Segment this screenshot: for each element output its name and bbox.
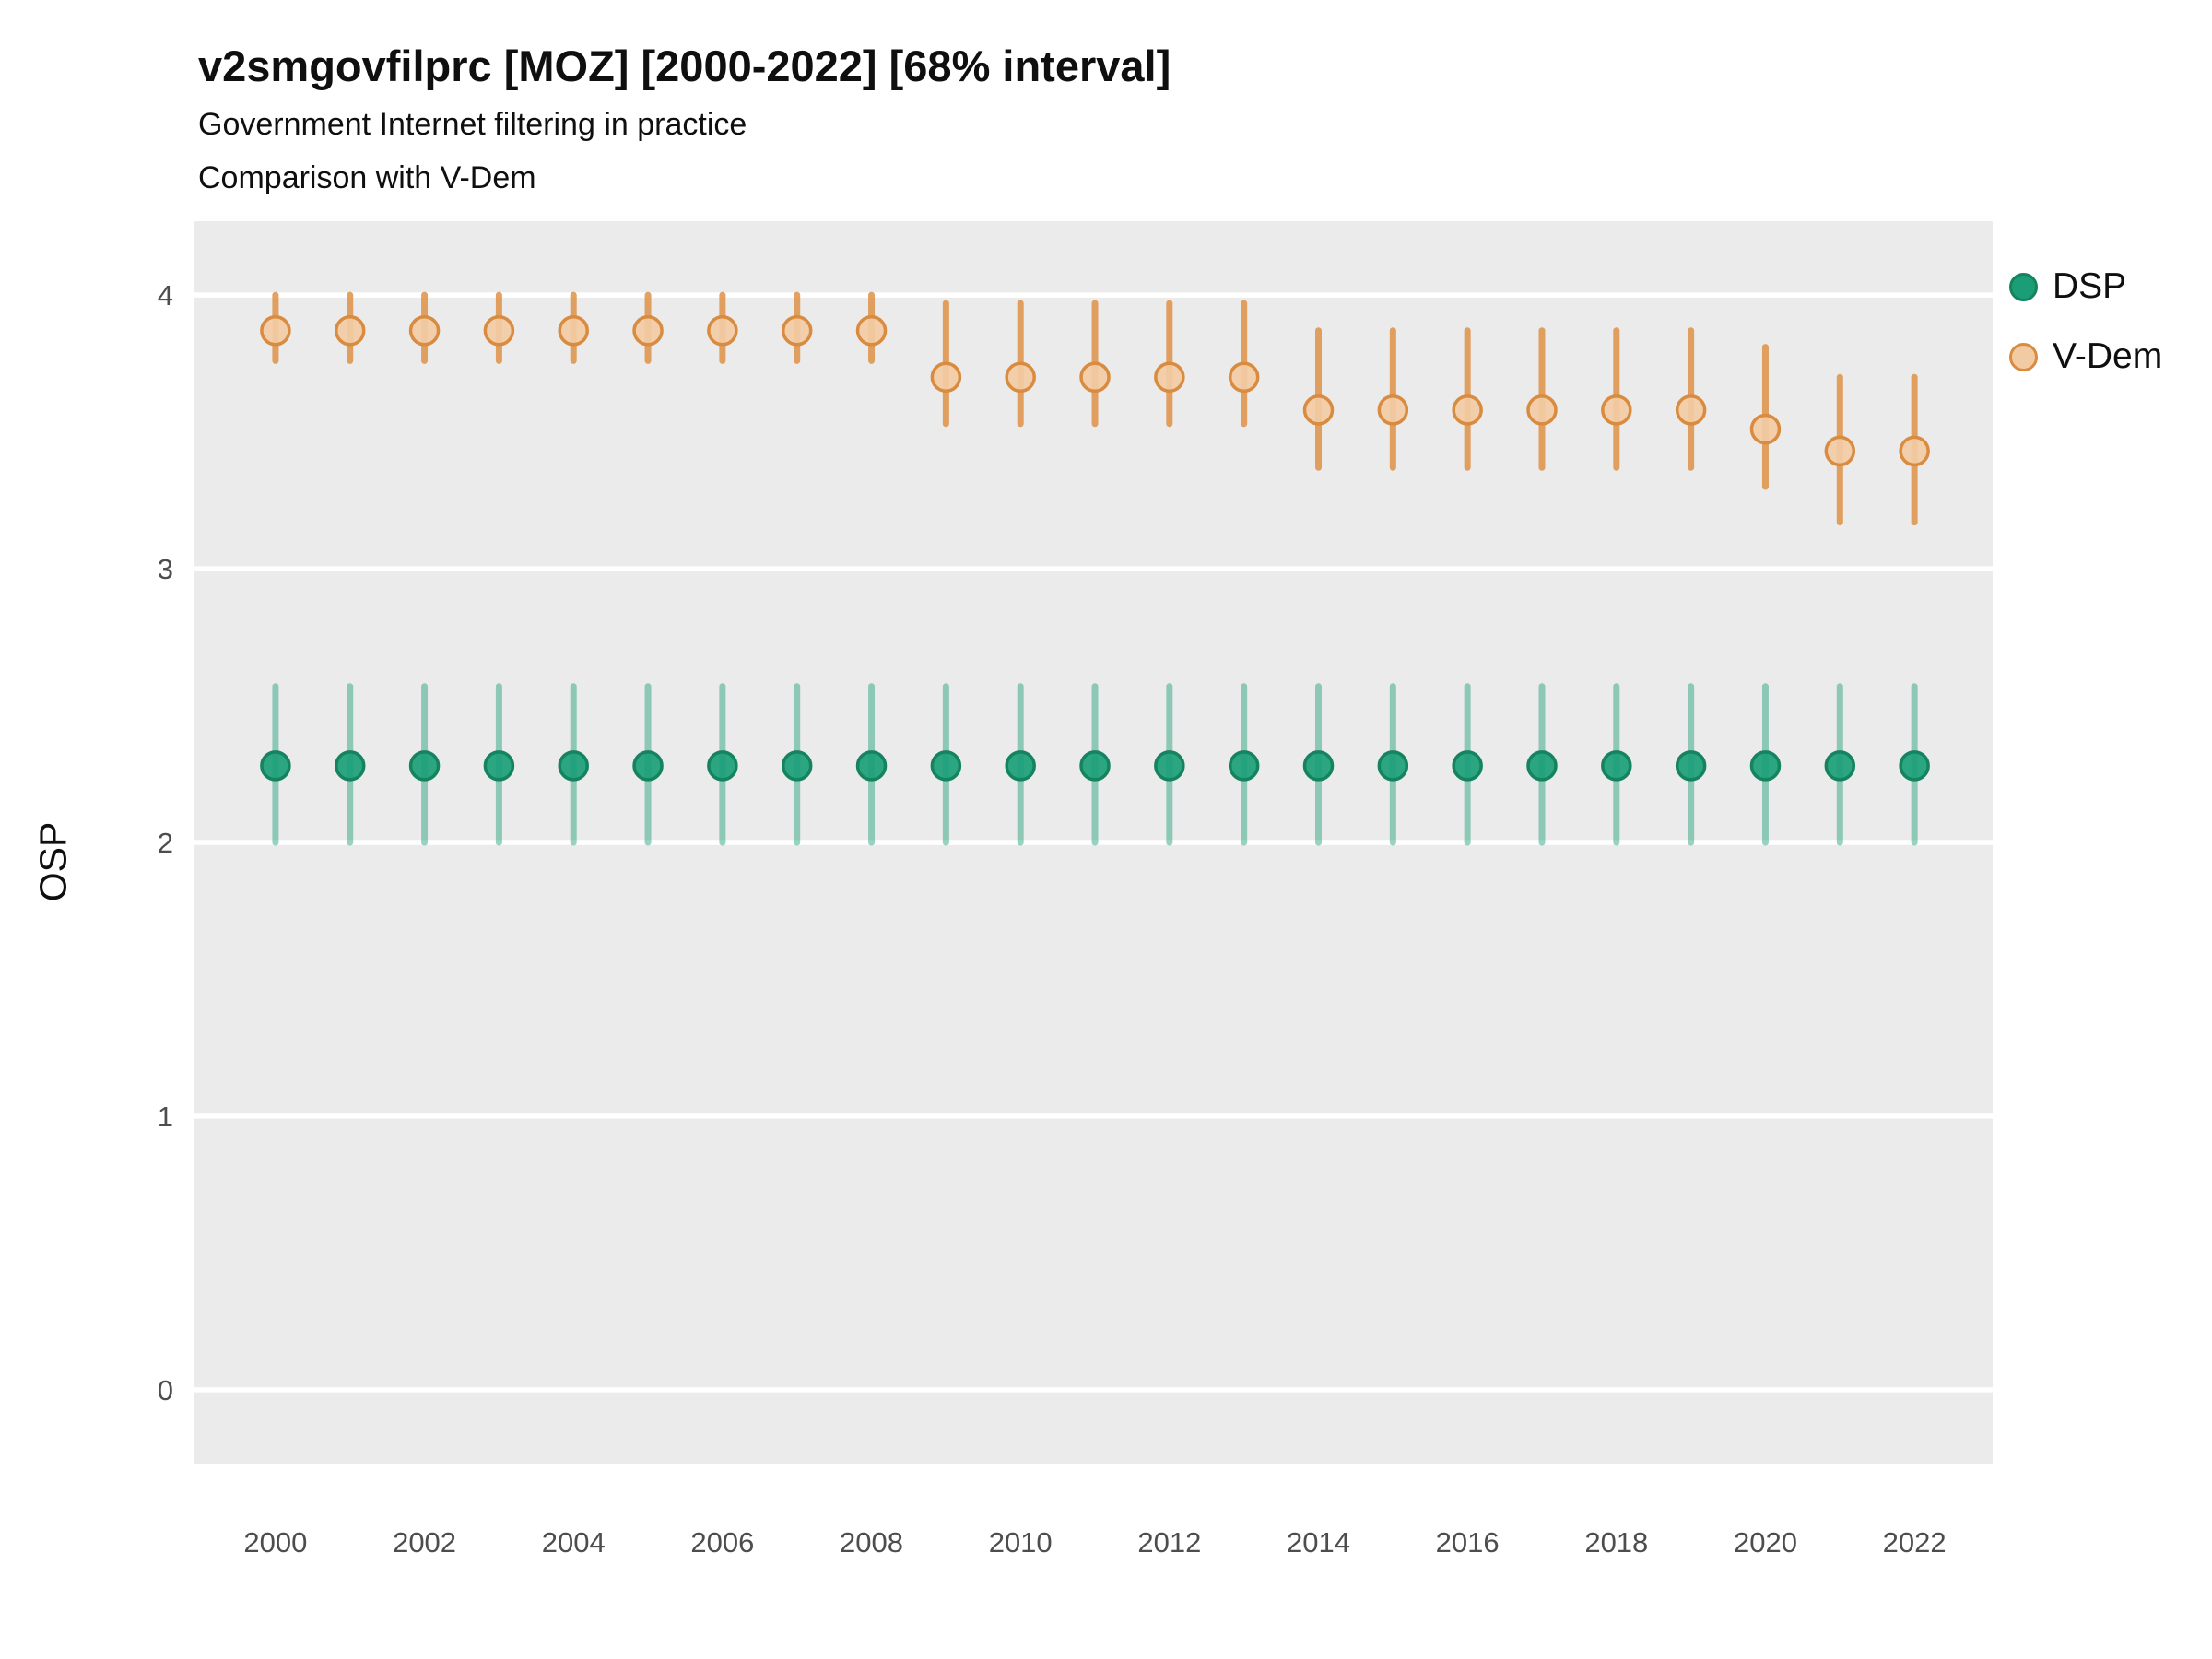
point-dsp bbox=[1452, 750, 1483, 782]
point-dsp bbox=[1079, 750, 1111, 782]
y-tick-label: 4 bbox=[158, 279, 173, 312]
point-dsp bbox=[1749, 750, 1782, 782]
point-dsp bbox=[1899, 750, 1930, 782]
point-dsp bbox=[930, 750, 962, 782]
point-v-dem bbox=[1079, 361, 1111, 393]
point-dsp bbox=[408, 750, 441, 782]
x-tick-label: 2000 bbox=[243, 1526, 307, 1559]
point-v-dem bbox=[1899, 435, 1930, 467]
y-tick-label: 0 bbox=[158, 1374, 173, 1406]
point-v-dem bbox=[1377, 394, 1409, 426]
x-tick-label: 2010 bbox=[989, 1526, 1053, 1559]
point-dsp bbox=[1228, 750, 1260, 782]
chart-title: v2smgovfilprc [MOZ] [2000-2022] [68% int… bbox=[198, 41, 1171, 90]
point-dsp bbox=[260, 750, 291, 782]
x-tick-label: 2012 bbox=[1137, 1526, 1201, 1559]
chart-subtitle-2: Comparison with V-Dem bbox=[198, 160, 536, 195]
point-dsp bbox=[1675, 750, 1707, 782]
point-v-dem bbox=[334, 315, 366, 347]
x-tick-label: 2020 bbox=[1734, 1526, 1797, 1559]
x-tick-label: 2006 bbox=[690, 1526, 754, 1559]
x-tick-label: 2022 bbox=[1883, 1526, 1947, 1559]
point-dsp bbox=[1824, 750, 1856, 782]
point-dsp bbox=[334, 750, 366, 782]
chart-subtitle: Government Internet filtering in practic… bbox=[198, 107, 747, 142]
point-v-dem bbox=[707, 315, 738, 347]
point-dsp bbox=[707, 750, 738, 782]
point-dsp bbox=[781, 750, 813, 782]
legend: DSP V-Dem bbox=[2009, 266, 2162, 377]
point-dsp bbox=[1377, 750, 1409, 782]
y-tick-label: 2 bbox=[158, 827, 173, 859]
x-tick-label: 2002 bbox=[393, 1526, 456, 1559]
point-v-dem bbox=[1526, 394, 1558, 426]
point-v-dem bbox=[1154, 361, 1185, 393]
x-tick-label: 2004 bbox=[542, 1526, 606, 1559]
y-tick-label: 1 bbox=[158, 1100, 173, 1133]
x-tick-label: 2016 bbox=[1436, 1526, 1500, 1559]
point-dsp bbox=[483, 750, 515, 782]
point-v-dem bbox=[781, 315, 813, 347]
point-v-dem bbox=[483, 315, 515, 347]
point-v-dem bbox=[632, 315, 664, 347]
legend-label-v-dem: V-Dem bbox=[2053, 336, 2163, 376]
point-v-dem bbox=[1601, 394, 1632, 426]
point-v-dem bbox=[930, 361, 962, 393]
legend-label-dsp: DSP bbox=[2053, 266, 2127, 306]
point-v-dem bbox=[855, 315, 888, 347]
point-v-dem bbox=[1824, 435, 1856, 467]
point-v-dem bbox=[408, 315, 441, 347]
legend-item-dsp: DSP bbox=[2009, 266, 2162, 307]
point-v-dem bbox=[1675, 394, 1707, 426]
x-tick-label: 2008 bbox=[840, 1526, 903, 1559]
point-dsp bbox=[1601, 750, 1632, 782]
legend-dot-v-dem bbox=[2009, 342, 2038, 371]
point-dsp bbox=[855, 750, 888, 782]
point-dsp bbox=[1526, 750, 1558, 782]
point-v-dem bbox=[1749, 413, 1782, 445]
x-tick-label: 2018 bbox=[1584, 1526, 1648, 1559]
point-dsp bbox=[1005, 750, 1036, 782]
point-v-dem bbox=[1452, 394, 1483, 426]
point-v-dem bbox=[558, 315, 589, 347]
point-v-dem bbox=[1005, 361, 1036, 393]
point-v-dem bbox=[1302, 394, 1335, 426]
point-dsp bbox=[1154, 750, 1185, 782]
legend-item-v-dem: V-Dem bbox=[2009, 336, 2162, 377]
x-tick-label: 2014 bbox=[1287, 1526, 1350, 1559]
point-v-dem bbox=[1228, 361, 1260, 393]
legend-dot-dsp bbox=[2009, 272, 2038, 301]
point-dsp bbox=[558, 750, 589, 782]
point-dsp bbox=[632, 750, 664, 782]
point-dsp bbox=[1302, 750, 1335, 782]
y-tick-label: 3 bbox=[158, 553, 173, 585]
point-v-dem bbox=[260, 315, 291, 347]
